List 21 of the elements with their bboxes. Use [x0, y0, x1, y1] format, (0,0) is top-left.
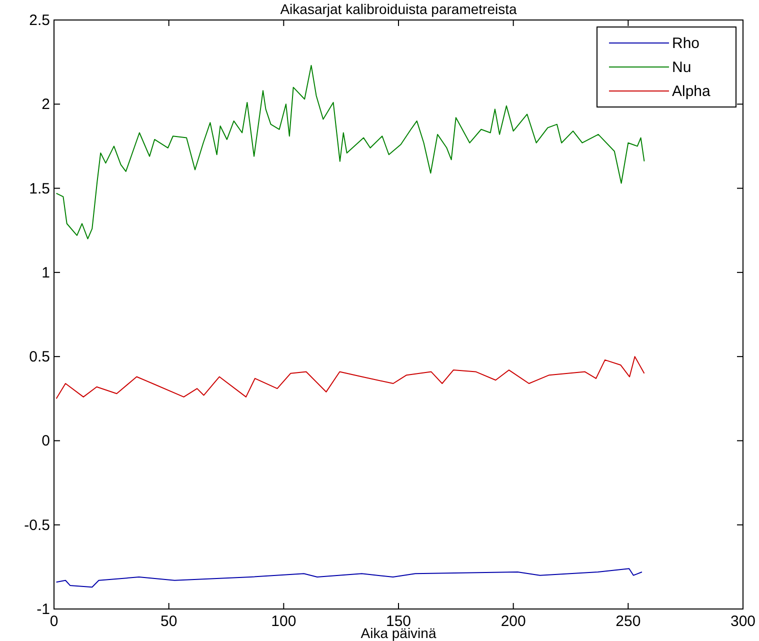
x-axis-title: Aika päivinä — [360, 625, 436, 641]
y-tick-label: 0 — [42, 432, 50, 450]
legend-label: Nu — [672, 59, 692, 76]
legend-label: Rho — [672, 35, 700, 52]
y-tick-label: 2 — [42, 96, 50, 114]
y-tick-label: -0.5 — [24, 516, 50, 534]
y-tick-label: 1.5 — [29, 180, 50, 198]
chart-title: Aikasarjat kalibroiduista parametreista — [280, 1, 517, 17]
x-tick-label: 100 — [271, 613, 296, 630]
y-tick-label: 0.5 — [29, 348, 50, 366]
legend-label: Alpha — [672, 83, 712, 100]
line-series — [56, 568, 642, 588]
x-tick-label: 300 — [730, 613, 756, 630]
y-tick-label: 2.5 — [29, 12, 50, 29]
line-series — [56, 356, 645, 400]
y-tick-label: -1 — [36, 601, 50, 618]
y-tick-label: 1 — [42, 264, 50, 282]
line-series — [56, 64, 645, 240]
x-tick-label: 200 — [500, 613, 526, 630]
x-tick-label: 50 — [160, 613, 178, 630]
x-tick-label: 250 — [616, 613, 641, 630]
